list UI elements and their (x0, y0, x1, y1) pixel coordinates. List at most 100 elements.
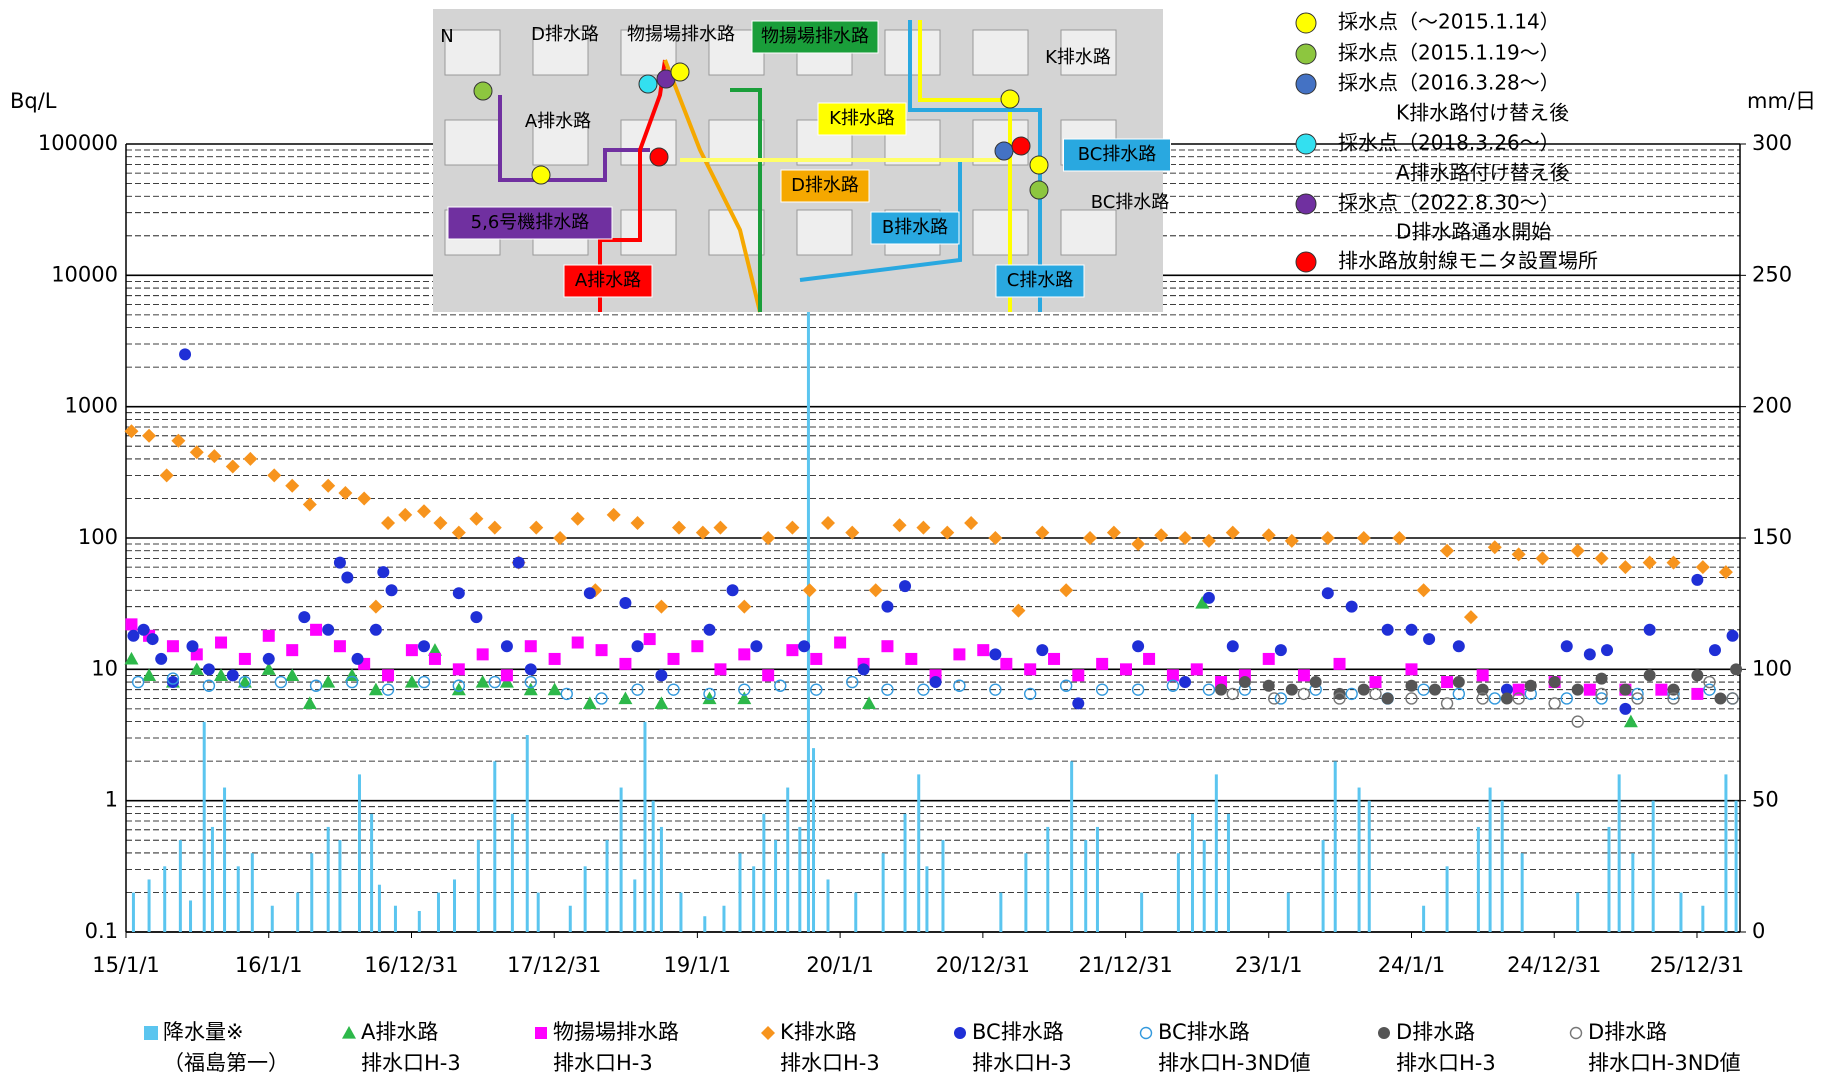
diamond-marker (964, 516, 979, 531)
open-circle-marker (1023, 687, 1037, 701)
diamond-marker (1718, 565, 1733, 580)
circle-marker (1571, 683, 1584, 696)
diamond-marker (1356, 531, 1371, 545)
diamond-marker (713, 520, 728, 535)
rain-bar (1190, 813, 1194, 932)
rain-bar (1046, 826, 1050, 932)
rain-bar (510, 813, 514, 932)
diamond-marker (761, 531, 776, 545)
rain-bar (338, 840, 342, 932)
square-marker (125, 618, 138, 631)
circle-marker (512, 556, 525, 569)
rain-bar (1476, 826, 1480, 932)
rain-bar (163, 866, 167, 932)
open-circle-marker (1631, 692, 1644, 705)
rain-bar (1333, 761, 1337, 932)
square-marker (1369, 676, 1382, 689)
circle-marker (155, 652, 168, 665)
diamond-marker (207, 449, 222, 464)
rain-bar (1422, 905, 1426, 932)
circle-marker (1476, 683, 1489, 696)
map-label: C排水路 (1007, 270, 1074, 291)
rain-bar (1724, 774, 1728, 932)
rain-bar (1500, 800, 1504, 932)
square-marker (500, 669, 513, 682)
square-marker (1190, 663, 1203, 676)
y-tick-label: 10 (91, 656, 118, 680)
diamond-marker (381, 516, 396, 531)
rain-bar (370, 813, 374, 932)
open-circle-marker (846, 675, 859, 689)
legend-marker (1569, 1026, 1583, 1040)
circle-marker (351, 652, 364, 665)
diamond-marker (529, 520, 544, 535)
open-circle-marker (1369, 687, 1382, 701)
y-tick-label: 100 (78, 525, 118, 549)
rain-bar (1607, 826, 1611, 932)
diamond-marker (159, 468, 174, 483)
circle-marker (1583, 648, 1596, 661)
triangle-marker (214, 668, 229, 681)
legend-marker (144, 1026, 158, 1040)
circle-marker (1215, 683, 1228, 696)
y2-tick-label: 300 (1752, 131, 1792, 155)
open-circle-marker (1667, 692, 1680, 705)
x-tick-label: 24/1/1 (1378, 953, 1446, 977)
map-legend-marker (1295, 133, 1317, 155)
map-building (708, 209, 765, 256)
rain-bar (633, 879, 637, 932)
map-legend-label: 採水点（2015.1.19～） (1338, 41, 1560, 65)
rain-bar (881, 853, 885, 932)
rain-bar (393, 905, 397, 932)
legend-label: 排水口H-3 (972, 1051, 1072, 1075)
map-route (598, 59, 667, 312)
diamond-marker (1201, 533, 1216, 548)
circle-marker (1132, 640, 1145, 653)
triangle-marker (261, 662, 276, 675)
rain-bar (1576, 892, 1580, 932)
legend-label: 降水量※ (163, 1020, 244, 1044)
rain-bar (1084, 840, 1088, 932)
circle-marker (146, 633, 159, 646)
rain-bar (806, 170, 810, 932)
triangle-marker (368, 682, 383, 696)
open-circle-marker (1345, 687, 1358, 701)
rain-bar (903, 813, 907, 932)
diamond-marker (1035, 525, 1050, 540)
circle-marker (1405, 679, 1418, 692)
open-circle-marker (703, 687, 716, 701)
square-marker (1583, 683, 1596, 696)
diamond-marker (1463, 610, 1478, 625)
square-marker (1119, 663, 1132, 676)
rain-bar (1445, 866, 1449, 932)
square-marker (1405, 663, 1418, 676)
circle-marker (524, 663, 537, 676)
square-marker (667, 652, 680, 665)
rain-bar (436, 892, 440, 932)
circle-marker (1452, 640, 1465, 653)
map-building (796, 209, 853, 256)
rain-bar (1617, 774, 1621, 932)
circle-marker (619, 596, 632, 609)
map-legend-marker (1295, 251, 1317, 273)
y2-axis-label: mm/日 (1747, 89, 1816, 113)
rain-bar (1024, 853, 1028, 932)
diamond-marker (225, 459, 240, 474)
diamond-marker (1059, 583, 1074, 598)
open-circle-marker (1571, 715, 1584, 728)
open-circle-marker (1226, 687, 1239, 701)
circle-marker (857, 663, 870, 676)
diamond-marker (417, 504, 432, 519)
circle-marker (881, 600, 894, 613)
diamond-marker (988, 531, 1003, 545)
circle-marker (655, 669, 668, 682)
diamond-marker (1535, 551, 1550, 566)
rain-bar (250, 853, 254, 932)
x-tick-label: 20/12/31 (936, 953, 1030, 977)
y-tick-label: 10000 (51, 262, 118, 286)
rain-bar (476, 840, 480, 932)
circle-marker (166, 676, 179, 689)
open-circle-marker (1059, 679, 1073, 692)
open-circle-marker (810, 683, 823, 696)
triangle-marker (523, 682, 538, 696)
